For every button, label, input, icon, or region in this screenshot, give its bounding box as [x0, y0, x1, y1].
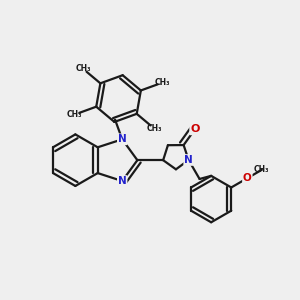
Text: O: O [190, 124, 200, 134]
Text: N: N [118, 176, 127, 186]
Text: CH₃: CH₃ [254, 165, 270, 174]
Text: CH₃: CH₃ [67, 110, 83, 119]
Text: CH₃: CH₃ [75, 64, 91, 73]
Text: N: N [118, 134, 127, 144]
Text: N: N [184, 155, 193, 165]
Text: CH₃: CH₃ [146, 124, 162, 133]
Text: CH₃: CH₃ [154, 78, 170, 87]
Text: O: O [243, 173, 252, 183]
